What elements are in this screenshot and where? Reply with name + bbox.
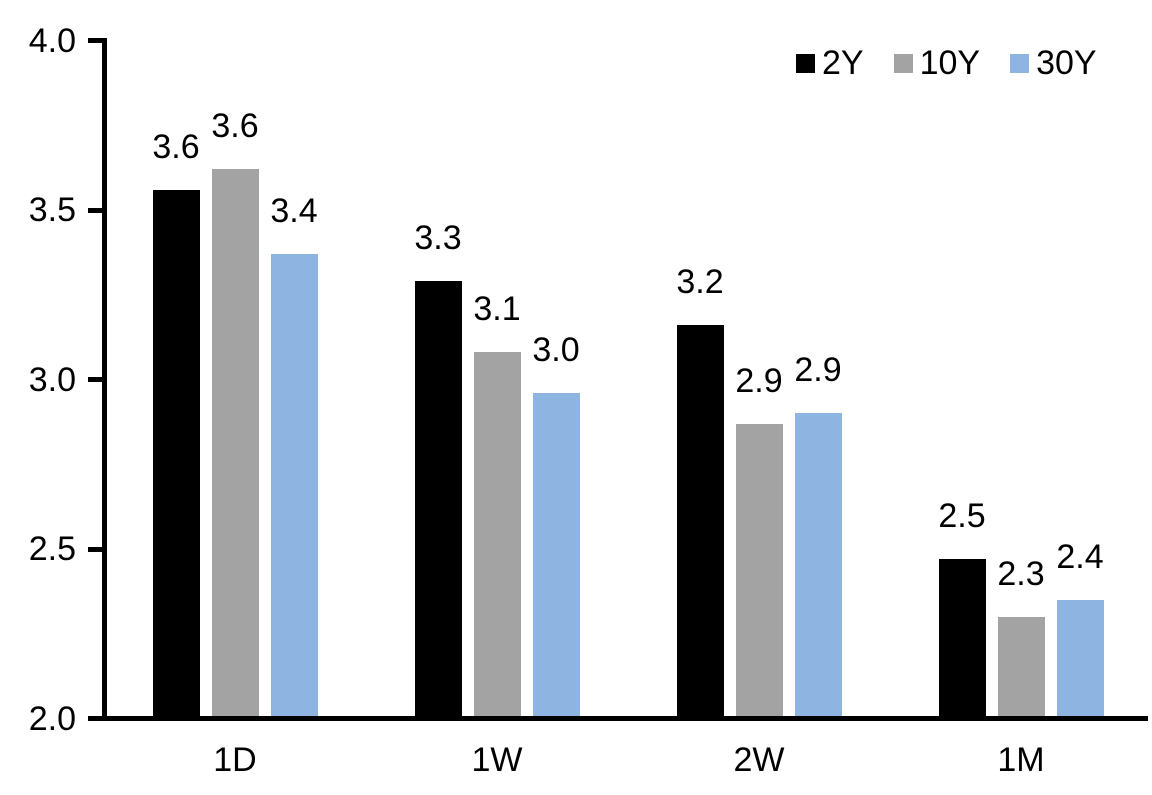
bar-10Y-1D <box>211 169 259 716</box>
y-axis-line <box>102 38 107 721</box>
bar-10Y-1W <box>473 352 521 716</box>
legend-item-10Y: 10Y <box>893 43 981 83</box>
y-axis-tick-label: 4.0 <box>28 21 76 60</box>
data-label-10Y-1D: 3.6 <box>211 107 259 146</box>
data-label-10Y-2W: 2.9 <box>735 361 783 400</box>
y-axis-tick <box>88 207 103 213</box>
y-axis-tick <box>88 38 103 43</box>
data-label-30Y-1M: 2.4 <box>1056 537 1104 576</box>
x-axis-label-1M: 1M <box>997 741 1045 779</box>
legend-label-30Y: 30Y <box>1036 44 1097 82</box>
data-label-2Y-1W: 3.3 <box>414 219 462 258</box>
y-axis-tick-label: 3.0 <box>28 360 76 399</box>
legend-label-10Y: 10Y <box>919 44 981 82</box>
y-axis-tick-label: 3.5 <box>28 191 76 229</box>
legend-item-30Y: 30Y <box>1010 43 1097 83</box>
legend-swatch-10Y <box>893 53 913 73</box>
x-axis-label-2W: 2W <box>733 741 785 779</box>
data-label-2Y-2W: 3.2 <box>676 263 724 302</box>
y-axis-tick <box>88 377 103 382</box>
bar-2Y-1W <box>414 281 462 716</box>
data-label-10Y-1M: 2.3 <box>997 554 1045 593</box>
x-axis-line <box>102 716 1148 721</box>
data-label-30Y-1W: 3.0 <box>532 331 580 370</box>
data-label-2Y-1D: 3.6 <box>152 127 200 166</box>
bar-30Y-1D <box>270 254 318 716</box>
y-axis-tick <box>88 716 103 721</box>
legend-swatch-30Y <box>1010 53 1030 73</box>
x-axis-label-1D: 1D <box>213 741 257 779</box>
bar-10Y-1M <box>997 616 1045 716</box>
x-axis-label-1W: 1W <box>471 741 523 779</box>
data-label-2Y-1M: 2.5 <box>938 497 986 536</box>
bar-2Y-1D <box>152 189 200 716</box>
bar-30Y-2W <box>794 413 842 716</box>
y-axis-tick <box>88 546 103 552</box>
legend-swatch-2Y <box>796 53 815 73</box>
bar-10Y-2W <box>735 423 783 716</box>
data-label-30Y-2W: 2.9 <box>794 351 842 390</box>
legend: 2Y 10Y 30Y <box>796 43 1097 83</box>
bar-2Y-2W <box>676 325 724 716</box>
data-label-10Y-1W: 3.1 <box>473 290 521 329</box>
y-axis-tick-label: 2.5 <box>28 530 76 568</box>
legend-item-2Y: 2Y <box>796 43 864 83</box>
bar-30Y-1M <box>1056 599 1104 716</box>
data-label-30Y-1D: 3.4 <box>270 192 318 231</box>
legend-label-2Y: 2Y <box>822 44 864 82</box>
bar-30Y-1W <box>532 393 580 716</box>
bar-2Y-1M <box>938 559 986 716</box>
y-axis-tick-label: 2.0 <box>28 699 76 738</box>
